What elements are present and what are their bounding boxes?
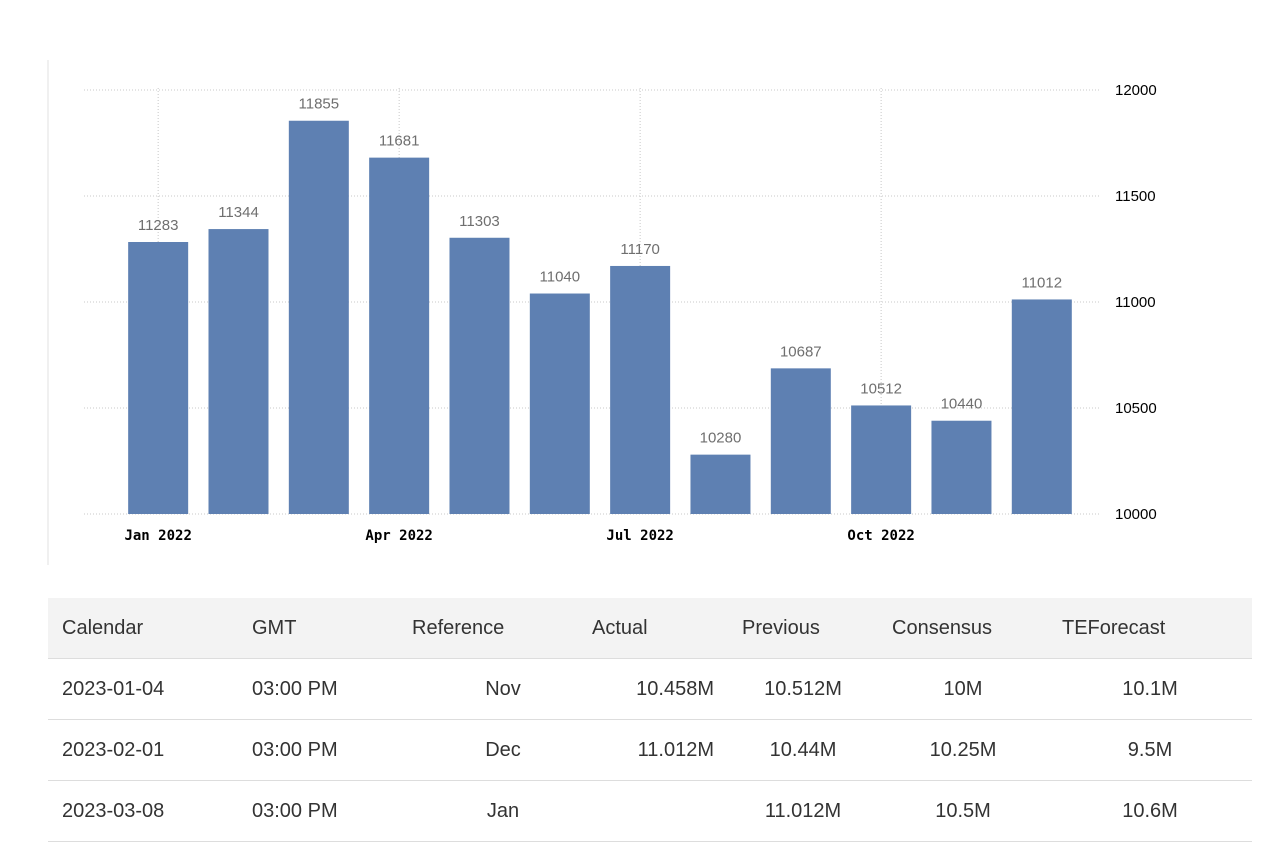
bar-value-label: 11283 — [138, 217, 179, 234]
cell-consensus: 10M — [878, 658, 1048, 720]
x-tick-label: Jul 2022 — [606, 528, 673, 544]
header-gmt: GMT — [238, 598, 398, 659]
cell-gmt: 03:00 PM — [238, 719, 398, 781]
header-consensus: Consensus — [878, 598, 1048, 659]
cell-reference: Nov — [398, 658, 578, 720]
y-tick-label: 10500 — [1115, 400, 1157, 417]
bar-value-label: 10687 — [780, 343, 822, 360]
bar-value-label: 11681 — [379, 133, 420, 150]
y-tick-label: 11500 — [1115, 188, 1156, 205]
cell-consensus: 10.25M — [878, 719, 1048, 781]
bar — [1011, 299, 1072, 514]
x-axis-tick-labels: Jan 2022 Apr 2022 Jul 2022 Oct 2022 — [124, 528, 914, 544]
bar-value-label: 11303 — [459, 213, 500, 230]
table-header-row: Calendar GMT Reference Actual Previous C… — [48, 598, 1252, 659]
cell-actual — [578, 780, 728, 842]
cell-actual: 11.012M — [578, 719, 728, 781]
header-previous: Previous — [728, 598, 878, 659]
bar — [369, 157, 430, 515]
y-tick-label: 12000 — [1115, 82, 1157, 99]
bar — [128, 242, 189, 514]
bar — [288, 120, 349, 515]
cell-calendar: 2023-03-08 — [48, 780, 238, 842]
bars — [128, 120, 1072, 515]
bar-value-label: 10440 — [941, 396, 983, 413]
bar — [610, 265, 671, 514]
cell-previous: 10.44M — [728, 719, 878, 781]
bar-value-label: 10280 — [700, 430, 742, 447]
table-row: 2023-03-08 03:00 PM Jan 11.012M 10.5M 10… — [48, 780, 1252, 842]
cell-previous: 11.012M — [728, 780, 878, 842]
bar — [770, 368, 831, 514]
cell-teforecast: 9.5M — [1048, 719, 1252, 781]
bar — [851, 405, 912, 514]
x-tick-label: Oct 2022 — [847, 528, 914, 544]
cell-reference: Dec — [398, 719, 578, 781]
bar-chart: 11283 11344 11855 11681 11303 11040 11170 10280… — [47, 60, 1157, 565]
x-tick-label: Jan 2022 — [124, 528, 191, 544]
bar-value-label: 11170 — [620, 241, 660, 258]
table-row: 2023-01-04 03:00 PM Nov 10.458M 10.512M … — [48, 658, 1252, 720]
bar-value-label: 11344 — [218, 204, 259, 221]
cell-calendar: 2023-01-04 — [48, 658, 238, 720]
bar-value-label: 11012 — [1021, 274, 1062, 291]
cell-teforecast: 10.1M — [1048, 658, 1252, 720]
bar — [449, 237, 510, 514]
x-tick-label: Apr 2022 — [365, 528, 432, 544]
y-axis-tick-labels: 10000 10500 11000 11500 12000 — [1115, 82, 1157, 523]
header-teforecast: TEForecast — [1048, 598, 1252, 659]
bar — [529, 293, 590, 514]
bar — [931, 420, 992, 514]
cell-previous: 10.512M — [728, 658, 878, 720]
cell-reference: Jan — [398, 780, 578, 842]
bar-value-labels: 11283 11344 11855 11681 11303 11040 11170 10280… — [138, 96, 1062, 447]
y-tick-label: 11000 — [1115, 294, 1156, 311]
header-reference: Reference — [398, 598, 578, 659]
table-row: 2023-02-01 03:00 PM Dec 11.012M 10.44M 1… — [48, 719, 1252, 781]
chart-canvas: 11283 11344 11855 11681 11303 11040 11170 10280… — [47, 60, 1157, 565]
y-tick-label: 10000 — [1115, 506, 1157, 523]
header-calendar: Calendar — [48, 598, 238, 659]
bar — [208, 229, 269, 514]
bar-value-label: 11855 — [299, 96, 340, 113]
cell-actual: 10.458M — [578, 658, 728, 720]
bar — [690, 454, 751, 514]
cell-gmt: 03:00 PM — [238, 780, 398, 842]
calendar-table: Calendar GMT Reference Actual Previous C… — [48, 598, 1252, 842]
cell-teforecast: 10.6M — [1048, 780, 1252, 842]
header-actual: Actual — [578, 598, 728, 659]
cell-calendar: 2023-02-01 — [48, 719, 238, 781]
cell-consensus: 10.5M — [878, 780, 1048, 842]
bar-value-label: 11040 — [540, 269, 581, 286]
cell-gmt: 03:00 PM — [238, 658, 398, 720]
bar-value-label: 10512 — [860, 380, 902, 397]
